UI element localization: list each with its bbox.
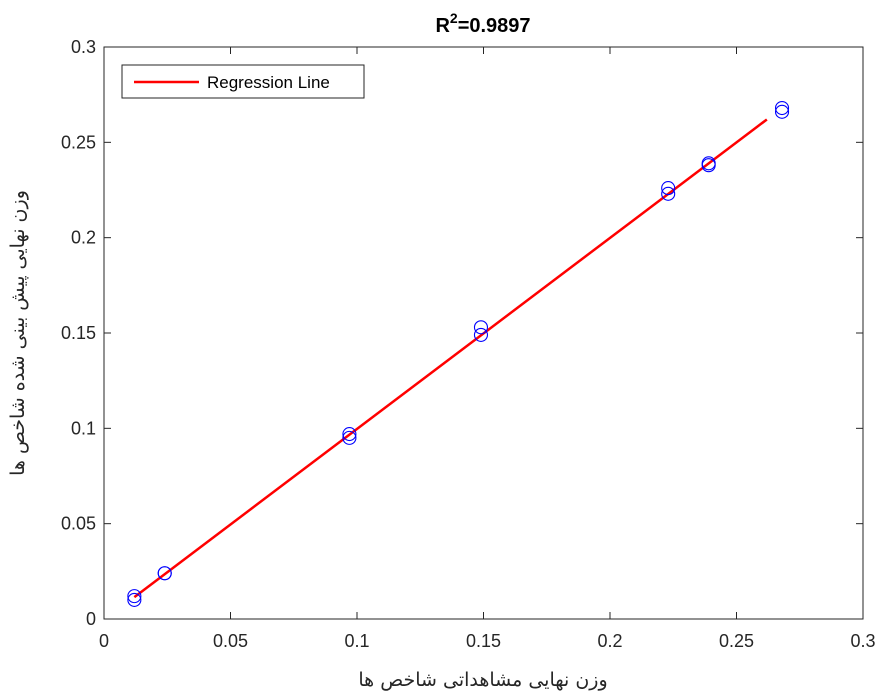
data-point (127, 592, 142, 607)
data-point (127, 589, 142, 604)
y-tick-label: 0 (86, 609, 96, 629)
y-tick-label: 0.05 (61, 514, 96, 534)
data-point (342, 427, 357, 442)
data-point (157, 566, 172, 581)
data-layer (127, 100, 790, 607)
y-axis-label: وزن نهایی پیش بینی شده شاخص ها (7, 190, 29, 476)
x-tick-label: 0.25 (719, 631, 754, 651)
x-tick-label: 0.2 (597, 631, 622, 651)
legend-entry-regression-line: Regression Line (207, 73, 330, 92)
y-tick-label: 0.1 (71, 418, 96, 438)
y-tick-label: 0.3 (71, 37, 96, 57)
y-tick-label: 0.2 (71, 228, 96, 248)
x-tick-label: 0.05 (213, 631, 248, 651)
x-tick-label: 0.3 (850, 631, 875, 651)
x-tick-label: 0 (99, 631, 109, 651)
x-axis-label: وزن نهایی مشاهداتی شاخص ها (358, 669, 607, 691)
chart-title: R2=0.9897 (435, 10, 530, 37)
y-tick-label: 0.25 (61, 132, 96, 152)
data-point (473, 327, 489, 342)
data-point (774, 104, 790, 119)
data-point (473, 320, 489, 335)
data-point (661, 186, 676, 201)
x-tick-label: 0.15 (466, 631, 501, 651)
legend: Regression Line (121, 64, 365, 99)
data-point (342, 430, 357, 445)
data-point (774, 100, 790, 116)
axes-layer: 0 0.05 0.1 0.15 0.2 0.25 0.3 0 0.05 0.1 0.15 0.2 0.2… (61, 37, 876, 651)
x-tick-label: 0.1 (344, 631, 369, 651)
data-point (661, 181, 676, 196)
regression-line (133, 118, 768, 599)
data-point (701, 156, 716, 171)
y-tick-label: 0.15 (61, 323, 96, 343)
